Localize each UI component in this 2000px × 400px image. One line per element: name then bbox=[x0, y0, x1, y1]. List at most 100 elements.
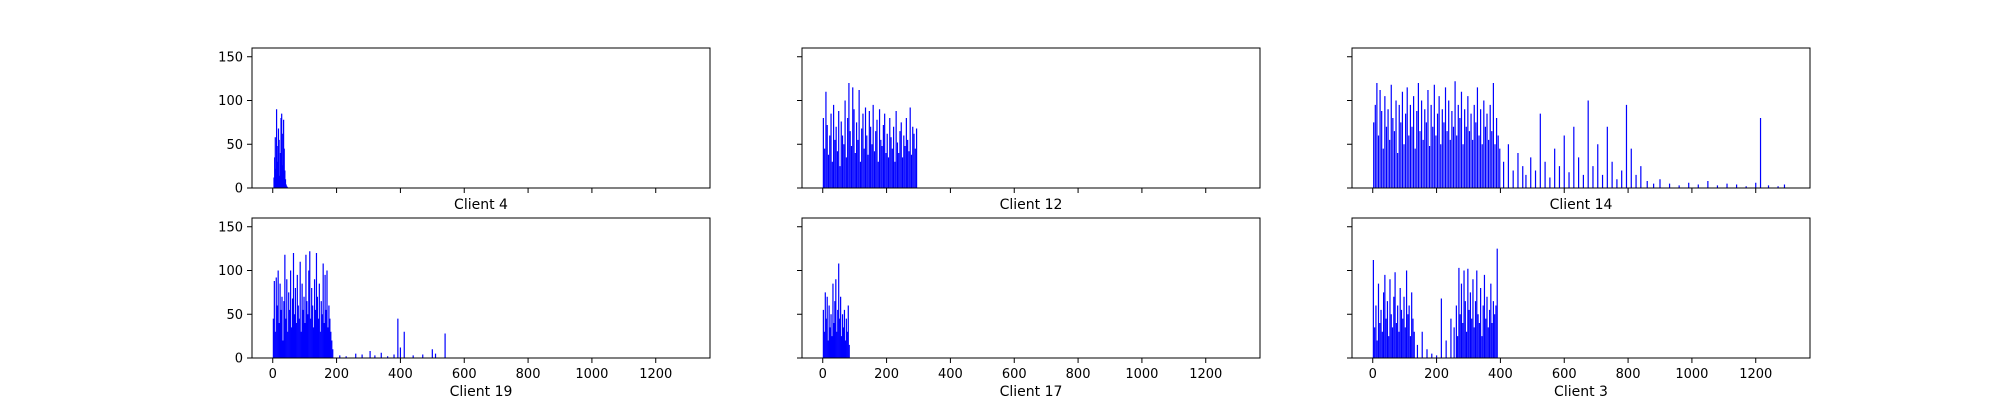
x-tick-label: 0 bbox=[819, 367, 827, 382]
bar bbox=[841, 314, 844, 358]
subplot-title: Client 4 bbox=[454, 197, 508, 213]
bar bbox=[1424, 109, 1426, 188]
bar bbox=[827, 340, 829, 358]
bar bbox=[848, 344, 850, 359]
bar bbox=[1494, 144, 1496, 188]
bar bbox=[431, 349, 433, 358]
bar bbox=[901, 157, 904, 189]
bar bbox=[873, 151, 876, 188]
bar bbox=[290, 327, 293, 359]
bar bbox=[1426, 349, 1428, 358]
bar bbox=[1544, 161, 1546, 188]
bar bbox=[837, 309, 839, 359]
bar bbox=[890, 137, 892, 188]
bar bbox=[1381, 331, 1383, 358]
x-tick-label: 600 bbox=[1002, 367, 1027, 382]
x-tick-label: 0 bbox=[269, 367, 277, 382]
bar bbox=[279, 175, 281, 188]
bar bbox=[1387, 109, 1389, 188]
bar bbox=[831, 336, 833, 359]
bar bbox=[826, 125, 828, 188]
bar bbox=[1409, 336, 1412, 359]
bar bbox=[284, 254, 286, 358]
bar bbox=[1375, 305, 1377, 358]
x-tick-label: 400 bbox=[938, 367, 963, 382]
y-tick-label: 150 bbox=[218, 220, 243, 235]
subplot-6: 0 200 400 600 800 1000 1200 Client 3 bbox=[1347, 217, 1811, 400]
bar bbox=[1472, 139, 1474, 189]
bar bbox=[1554, 148, 1556, 189]
subplot-title: Client 17 bbox=[1000, 384, 1063, 400]
bar bbox=[1416, 111, 1418, 188]
bar bbox=[853, 109, 855, 188]
bar bbox=[1486, 113, 1488, 189]
bar bbox=[276, 305, 278, 358]
bar bbox=[1499, 148, 1501, 189]
axes-frame bbox=[1351, 47, 1811, 189]
bar bbox=[317, 318, 319, 359]
bar bbox=[1450, 318, 1452, 359]
bar bbox=[276, 146, 278, 188]
bar bbox=[882, 125, 884, 188]
bar bbox=[915, 128, 918, 188]
bar bbox=[1606, 126, 1608, 188]
bar bbox=[1512, 170, 1514, 188]
subplot-title: Client 3 bbox=[1554, 384, 1608, 400]
bar bbox=[1568, 172, 1570, 188]
bar bbox=[1377, 135, 1380, 188]
x-tick-label: 0 bbox=[1369, 367, 1377, 382]
bar bbox=[847, 118, 849, 188]
bar bbox=[829, 327, 831, 359]
bar bbox=[1381, 111, 1383, 188]
bar bbox=[899, 131, 901, 189]
bar bbox=[1403, 296, 1405, 358]
bar bbox=[830, 113, 832, 189]
bar bbox=[833, 104, 835, 189]
bar bbox=[1446, 131, 1448, 189]
bar bbox=[886, 133, 888, 188]
bar bbox=[280, 118, 282, 188]
bar bbox=[1436, 113, 1439, 189]
bar bbox=[835, 126, 837, 188]
bar bbox=[309, 251, 311, 358]
bar bbox=[1382, 148, 1384, 189]
bar bbox=[1453, 327, 1455, 359]
bar bbox=[1392, 118, 1394, 188]
bar bbox=[1388, 336, 1390, 359]
bar bbox=[877, 161, 879, 188]
bar bbox=[842, 327, 845, 359]
bar bbox=[1438, 96, 1440, 189]
bar bbox=[1457, 104, 1459, 189]
bar bbox=[284, 170, 286, 188]
bar bbox=[1431, 353, 1433, 359]
bar bbox=[319, 331, 321, 358]
bar bbox=[1416, 344, 1419, 359]
bar bbox=[1379, 90, 1381, 188]
bar bbox=[315, 253, 318, 358]
bar bbox=[1473, 104, 1475, 189]
bar bbox=[1448, 100, 1450, 188]
bar bbox=[1487, 327, 1489, 359]
bar bbox=[285, 318, 287, 359]
bar bbox=[1496, 248, 1498, 359]
x-tick-label: 600 bbox=[1552, 367, 1577, 382]
bar bbox=[1488, 309, 1491, 359]
bar bbox=[434, 353, 437, 359]
x-tick-label: 1000 bbox=[1675, 367, 1708, 382]
bar bbox=[279, 153, 282, 188]
bar bbox=[1476, 87, 1479, 189]
bar bbox=[1597, 144, 1599, 188]
bar bbox=[880, 139, 882, 189]
bar bbox=[288, 292, 290, 359]
bar bbox=[1452, 126, 1455, 188]
x-tick-label: 1200 bbox=[1739, 367, 1772, 382]
bar bbox=[369, 351, 371, 358]
bar bbox=[1490, 283, 1492, 359]
bar bbox=[1457, 336, 1459, 359]
bar bbox=[1668, 183, 1671, 189]
bar bbox=[275, 168, 277, 188]
axes-frame bbox=[801, 217, 1261, 359]
bar bbox=[293, 314, 296, 358]
bar bbox=[1625, 104, 1628, 189]
bar bbox=[412, 355, 414, 359]
